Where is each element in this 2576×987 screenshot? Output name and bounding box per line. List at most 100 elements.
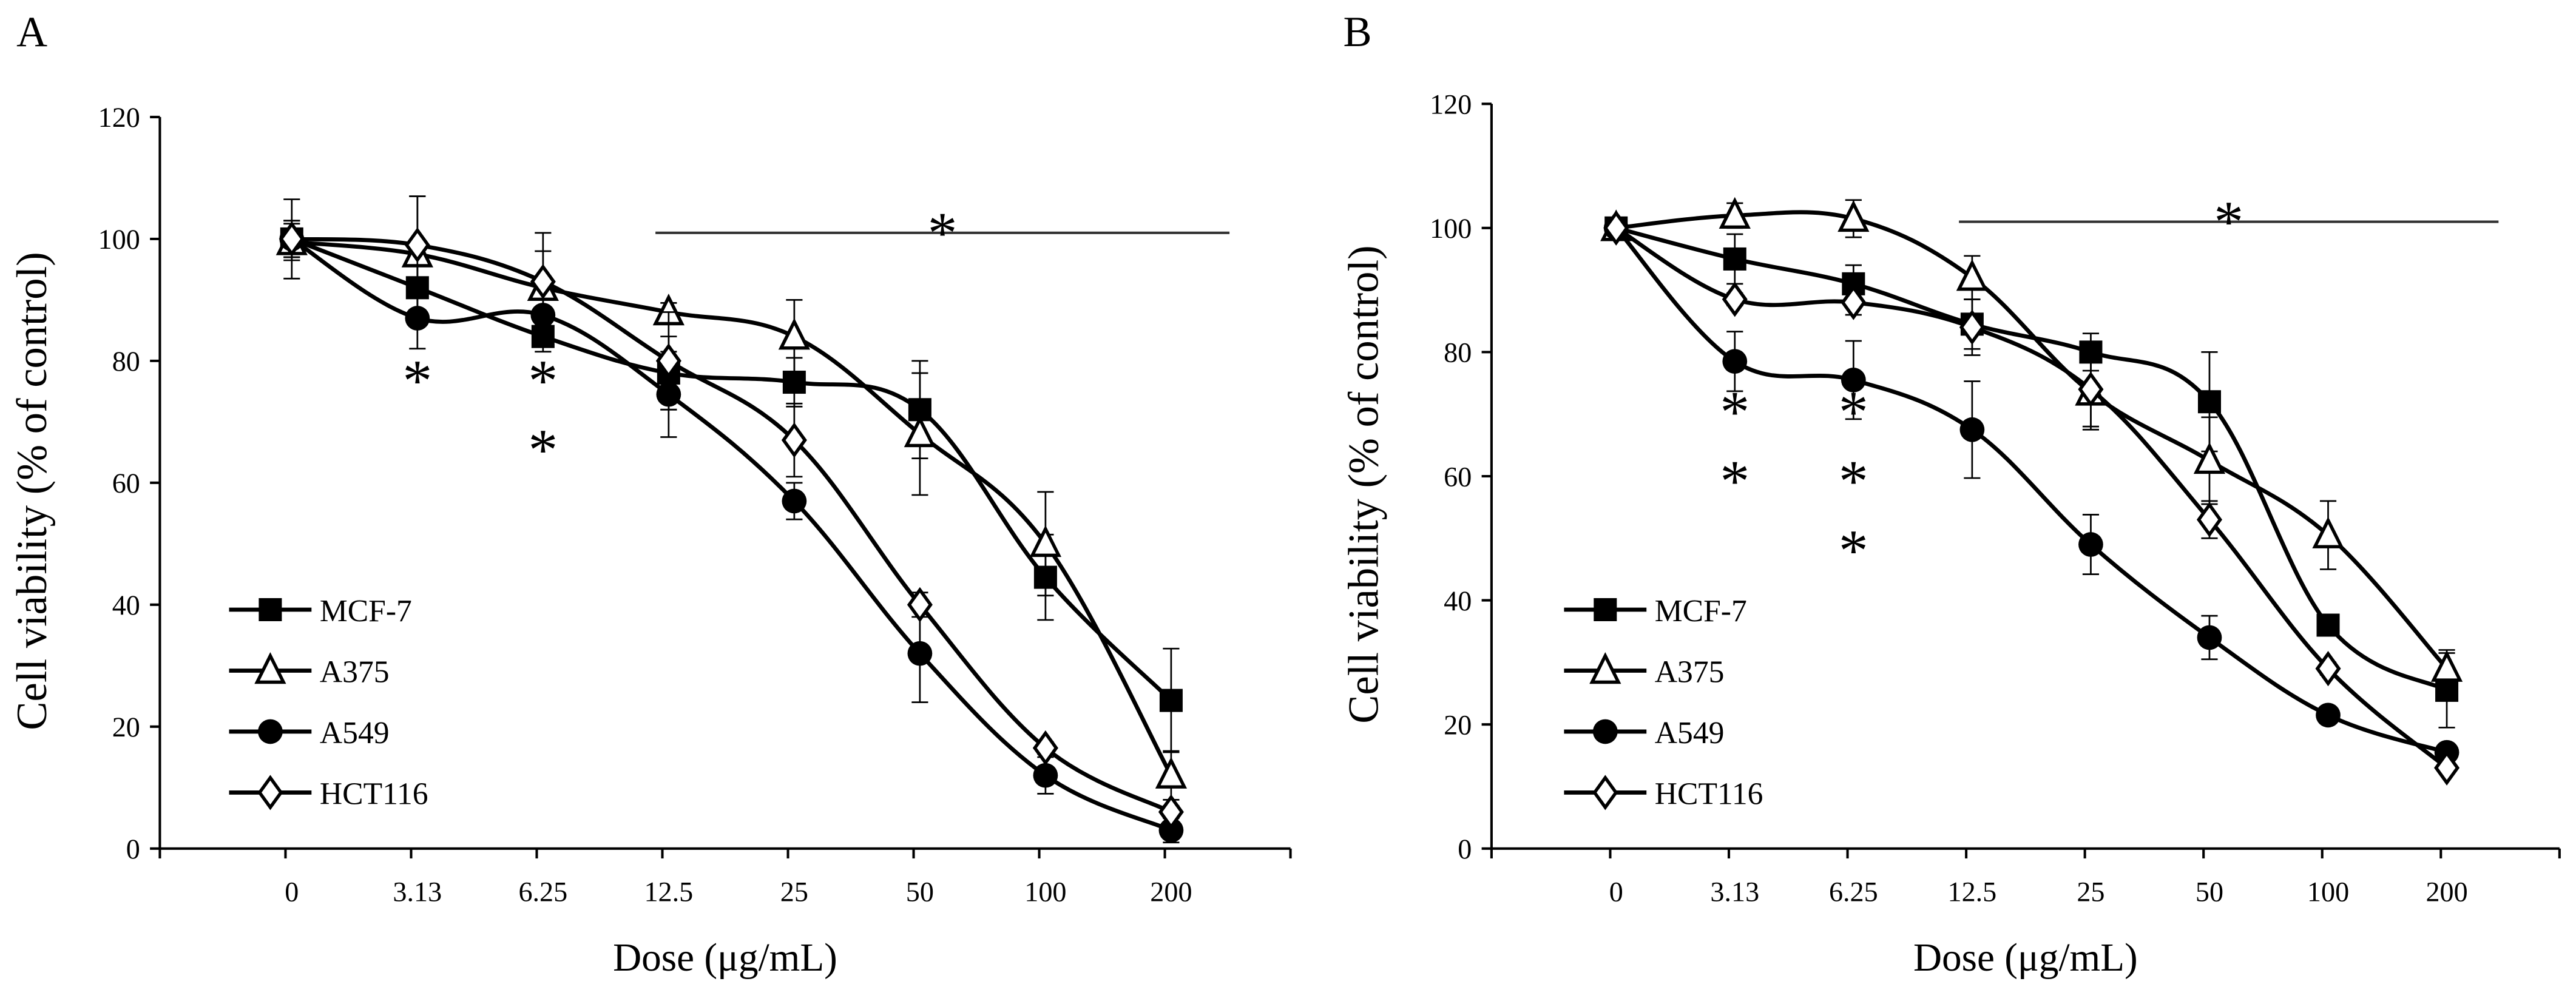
data-point <box>1956 259 1989 291</box>
data-point <box>1722 281 1748 317</box>
x-tick-label: 0 <box>1609 877 1623 908</box>
legend-marker <box>258 719 283 744</box>
series-hct116 <box>279 195 1184 830</box>
series-line <box>1615 226 2449 770</box>
significance-asterisk: * <box>528 417 558 483</box>
x-tick-label: 6.25 <box>1829 877 1878 908</box>
legend-label: HCT116 <box>320 776 428 811</box>
legend-label: A375 <box>320 655 390 689</box>
data-point <box>1841 285 1867 320</box>
x-tick-label: 0 <box>285 877 299 908</box>
data-point <box>904 415 936 448</box>
data-point <box>530 264 556 300</box>
data-point <box>2430 650 2463 682</box>
legend-label: MCF-7 <box>1655 594 1747 628</box>
data-point <box>781 422 807 458</box>
series-line <box>1615 226 2448 692</box>
data-point <box>907 641 933 666</box>
legend-label: A375 <box>1655 655 1725 689</box>
legend-label: HCT116 <box>1655 776 1763 811</box>
y-tick-label: 20 <box>112 712 140 743</box>
y-axis-title: Cell viability (% of control) <box>1340 245 1388 723</box>
significance-asterisk: * <box>1720 380 1749 445</box>
legend-marker <box>257 775 283 810</box>
legend-label: A549 <box>1655 716 1725 750</box>
data-point <box>2197 390 2221 414</box>
data-point <box>778 318 810 350</box>
data-point <box>655 343 681 379</box>
y-tick-label: 60 <box>112 468 140 499</box>
data-point <box>2078 371 2104 407</box>
series-mcf-7 <box>280 220 1183 753</box>
y-tick-label: 0 <box>1458 834 1472 864</box>
data-point <box>907 587 933 622</box>
data-point <box>2316 702 2341 728</box>
data-point <box>2197 625 2222 650</box>
x-tick-label: 25 <box>780 877 808 908</box>
y-axis-title: Cell viability (% of control) <box>8 252 56 730</box>
data-point <box>2315 651 2341 687</box>
data-point <box>1158 794 1184 830</box>
significance-asterisk: * <box>528 348 558 414</box>
significance-asterisk: * <box>1839 518 1868 584</box>
data-point <box>2316 613 2340 637</box>
y-tick-label: 40 <box>112 590 140 621</box>
data-point <box>2078 532 2103 557</box>
significance-asterisk: * <box>1720 449 1749 514</box>
x-tick-label: 100 <box>1024 877 1066 908</box>
data-point <box>1959 309 1985 345</box>
data-point <box>279 221 305 257</box>
data-point <box>1841 368 1866 392</box>
y-tick-label: 100 <box>1430 213 1472 244</box>
legend-marker <box>259 598 282 621</box>
data-point <box>1158 818 1184 843</box>
significance-asterisk: * <box>402 348 432 414</box>
x-tick-label: 12.5 <box>1947 877 1996 908</box>
data-point <box>405 306 430 331</box>
series-line <box>291 237 1172 814</box>
significance-asterisk: * <box>1839 380 1868 445</box>
data-point <box>1033 763 1058 788</box>
data-point <box>1722 349 1748 374</box>
x-tick-label: 25 <box>2077 877 2104 908</box>
legend-marker <box>1592 775 1618 810</box>
panel-label: B <box>1343 8 1371 56</box>
data-point <box>1959 417 1985 442</box>
x-tick-label: 50 <box>906 877 934 908</box>
y-tick-label: 20 <box>1444 709 1472 740</box>
legend-label: A549 <box>320 716 390 750</box>
data-point <box>1723 247 1746 271</box>
significance-bar-asterisk: * <box>2214 189 2243 255</box>
data-point <box>1029 525 1062 558</box>
y-tick-label: 0 <box>126 834 140 864</box>
y-tick-label: 120 <box>98 102 140 133</box>
data-point <box>1155 756 1188 789</box>
x-axis-title: Dose (μg/mL) <box>1913 936 2138 980</box>
x-tick-label: 200 <box>2426 877 2467 908</box>
data-point <box>2434 750 2460 786</box>
data-point <box>2196 502 2222 537</box>
y-tick-label: 100 <box>98 224 140 255</box>
data-point <box>782 371 806 394</box>
x-tick-label: 6.25 <box>518 877 567 908</box>
panel-a: A 0 20 40 60 80 100 120 0 3.13 6.25 12.5 25 50 100 200 D… <box>8 8 1292 980</box>
panel-b: B 0 20 40 60 80 100 120 0 3.13 6.25 12.5 25 50 100 200 D… <box>1340 8 2561 980</box>
data-point <box>2193 442 2226 474</box>
y-tick-label: 80 <box>112 346 140 377</box>
series-line <box>290 237 1172 832</box>
x-axis-title: Dose (μg/mL) <box>613 936 837 980</box>
legend-marker <box>1592 719 1618 744</box>
x-tick-label: 3.13 <box>393 877 442 908</box>
panel-label: A <box>16 8 47 56</box>
x-tick-label: 3.13 <box>1710 877 1759 908</box>
data-point <box>1603 210 1629 246</box>
data-point <box>2312 516 2344 548</box>
y-tick-label: 80 <box>1444 337 1472 368</box>
y-tick-label: 60 <box>1444 461 1472 492</box>
y-tick-label: 120 <box>1430 89 1472 120</box>
legend-marker <box>1594 598 1617 621</box>
data-point <box>1032 730 1058 766</box>
data-point <box>1837 200 1870 232</box>
significance-asterisk: * <box>1839 449 1868 514</box>
